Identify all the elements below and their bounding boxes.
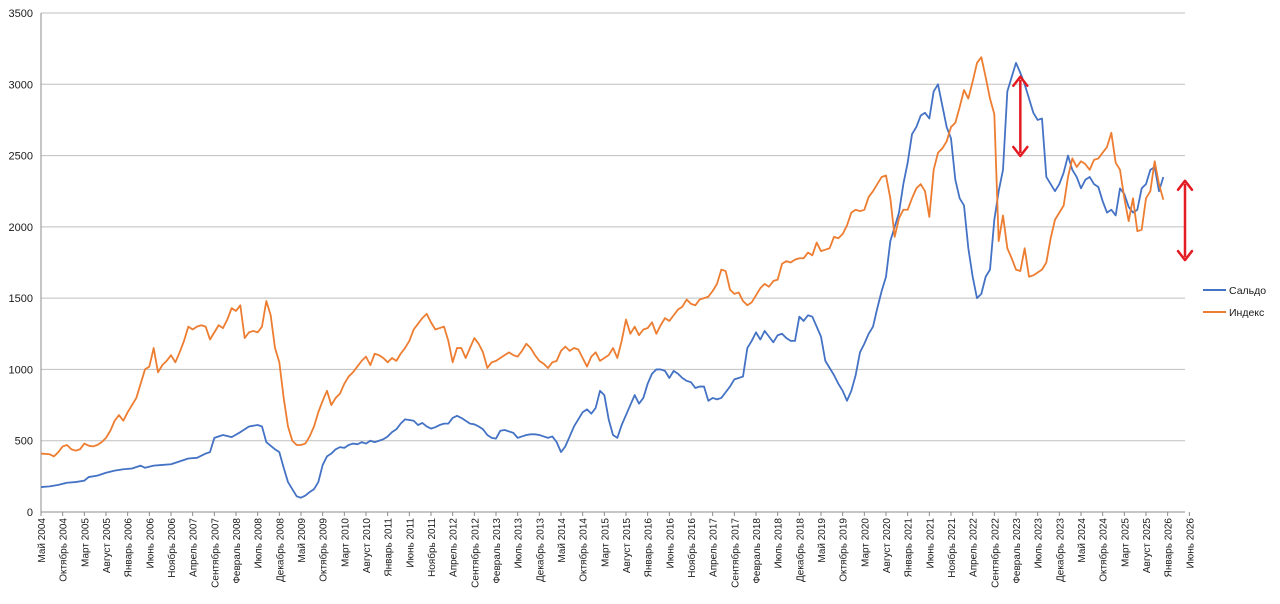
x-tick-label: Август 2025 — [1142, 518, 1153, 574]
x-tick-label: Февраль 2013 — [492, 518, 503, 584]
x-tick-label: Февраль 2008 — [232, 518, 243, 584]
x-tick-label: Август 2020 — [882, 518, 893, 574]
x-tick-label: Февраль 2023 — [1012, 518, 1023, 584]
y-tick-label: 2000 — [9, 222, 33, 234]
x-tick-label: Январь 2011 — [384, 518, 395, 577]
y-tick-label: 3500 — [9, 8, 33, 20]
x-tick-label: Март 2005 — [80, 518, 91, 567]
x-tick-label: Июнь 2006 — [145, 518, 156, 569]
x-tick-label: Апрель 2022 — [969, 518, 980, 577]
series-line-saldo — [40, 62, 1165, 499]
x-tick-label: Сентябрь 2007 — [209, 518, 221, 588]
x-tick-label: Апрель 2007 — [189, 518, 200, 577]
x-tick-label: Август 2015 — [622, 518, 633, 574]
x-tick-label: Ноябрь 2011 — [426, 518, 438, 577]
double-arrow-1 — [1012, 75, 1029, 158]
x-tick-label: Октябрь 2019 — [838, 518, 850, 582]
y-tick-label: 3000 — [9, 79, 33, 91]
x-tick-label: Март 2015 — [600, 518, 611, 567]
x-tick-label: Октябрь 2014 — [578, 518, 590, 582]
x-tick-label: Январь 2006 — [124, 518, 135, 578]
x-tick-label: Сентябрь 2022 — [989, 518, 1001, 588]
y-tick-label: 0 — [27, 507, 33, 519]
x-tick-label: Октябрь 2004 — [58, 518, 70, 582]
x-tick-label: Октябрь 2024 — [1098, 518, 1110, 582]
series-lines — [40, 56, 1165, 499]
x-tick-label: Январь 2021 — [904, 518, 915, 578]
x-tick-label: Июль 2008 — [254, 518, 265, 569]
x-tick-label: Август 2005 — [102, 518, 113, 574]
x-tick-label: Май 2009 — [297, 518, 308, 563]
x-tick-label: Январь 2026 — [1164, 518, 1175, 578]
x-tick-label: Декабрь 2018 — [794, 518, 806, 582]
y-axis: 0 500 1000 1500 2000 2500 3000 3500 — [9, 8, 42, 519]
x-tick-label: Октябрь 2009 — [318, 518, 330, 582]
legend-label-index: Индекс — [1229, 307, 1264, 319]
x-tick-label: Июль 2023 — [1034, 518, 1045, 569]
x-tick-label: Март 2010 — [340, 518, 351, 567]
x-tick-label: Январь 2016 — [644, 518, 655, 578]
x-tick-label: Декабрь 2008 — [274, 518, 286, 582]
x-tick-label: Май 2004 — [37, 518, 48, 563]
x-tick-label: Июнь 2011 — [405, 518, 416, 568]
x-tick-label: Ноябрь 2021 — [946, 518, 958, 578]
x-tick-label: Июнь 2021 — [925, 518, 936, 569]
legend: Сальдо Индекс — [1203, 285, 1266, 319]
x-tick-label: Апрель 2012 — [449, 518, 460, 577]
x-tick-label: Февраль 2018 — [752, 518, 763, 584]
annotation-arrows — [1012, 75, 1194, 262]
y-tick-label: 500 — [15, 436, 33, 448]
series-line-index — [40, 56, 1165, 458]
x-tick-label: Июль 2018 — [774, 518, 785, 569]
y-tick-label: 1500 — [9, 293, 33, 305]
double-arrow-2 — [1176, 179, 1194, 262]
gridlines — [41, 12, 1185, 513]
x-axis: Май 2004 Октябрь 2004 Март 2005 Август 2005… — [37, 512, 1196, 588]
x-tick-label: Июнь 2016 — [665, 518, 676, 569]
x-tick-label: Июнь 2026 — [1185, 518, 1196, 569]
x-tick-label: Ноябрь 2006 — [166, 518, 178, 578]
x-tick-label: Сентябрь 2012 — [469, 518, 481, 588]
legend-label-saldo: Сальдо — [1229, 285, 1266, 297]
y-tick-label: 2500 — [9, 151, 33, 163]
x-tick-label: Май 2024 — [1077, 518, 1088, 563]
x-tick-label: Март 2025 — [1120, 518, 1131, 567]
x-tick-label: Март 2020 — [860, 518, 871, 567]
x-tick-label: Май 2014 — [557, 518, 568, 563]
x-tick-label: Ноябрь 2016 — [686, 518, 698, 578]
x-tick-label: Август 2010 — [362, 518, 373, 574]
x-tick-label: Декабрь 2023 — [1054, 518, 1066, 582]
x-tick-label: Апрель 2017 — [709, 518, 720, 577]
x-tick-label: Декабрь 2013 — [534, 518, 546, 582]
x-tick-label: Июль 2013 — [514, 518, 525, 569]
y-tick-label: 1000 — [9, 364, 33, 376]
x-tick-label: Сентябрь 2017 — [729, 518, 741, 588]
x-tick-label: Май 2019 — [817, 518, 828, 563]
